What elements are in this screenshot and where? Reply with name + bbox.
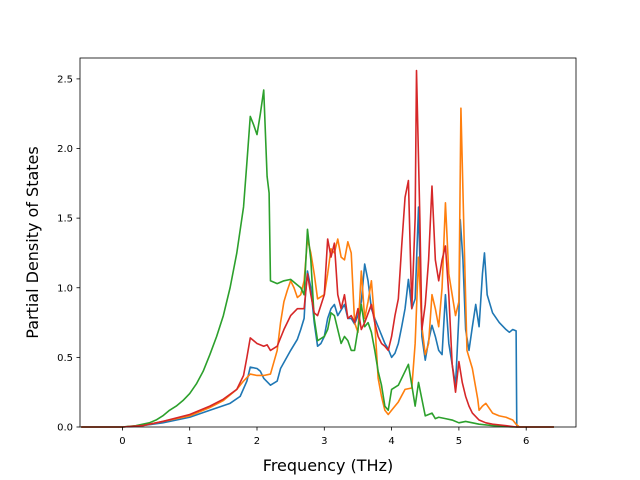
x-tick-label: 6 [523, 436, 529, 447]
y-tick-label: 2.5 [57, 74, 73, 85]
series-line-4 [81, 69, 554, 428]
x-tick-label: 3 [321, 436, 327, 447]
plot-frame [79, 57, 577, 428]
x-tick-label: 4 [388, 436, 394, 447]
y-tick-label: 0.0 [57, 423, 73, 434]
y-tick-label: 1.5 [57, 214, 73, 225]
y-axis-ticks: 0.0 0.5 1.0 1.5 2.0 2.5 [57, 74, 80, 434]
y-tick-label: 1.0 [57, 283, 73, 294]
x-tick-label: 5 [456, 436, 462, 447]
x-tick-label: 0 [119, 436, 125, 447]
series-layer [81, 69, 554, 428]
x-tick-label: 1 [187, 436, 193, 447]
y-tick-label: 2.0 [57, 144, 73, 155]
series-line-2 [81, 107, 554, 428]
x-tick-label: 2 [254, 436, 260, 447]
x-axis-ticks: 0 1 2 3 4 5 6 [119, 427, 529, 447]
series-line-3 [81, 89, 554, 428]
y-tick-label: 0.5 [57, 353, 73, 364]
y-axis-title: Partial Density of States [23, 146, 42, 338]
series-line-1 [81, 206, 554, 428]
x-axis-title: Frequency (THz) [263, 456, 393, 475]
